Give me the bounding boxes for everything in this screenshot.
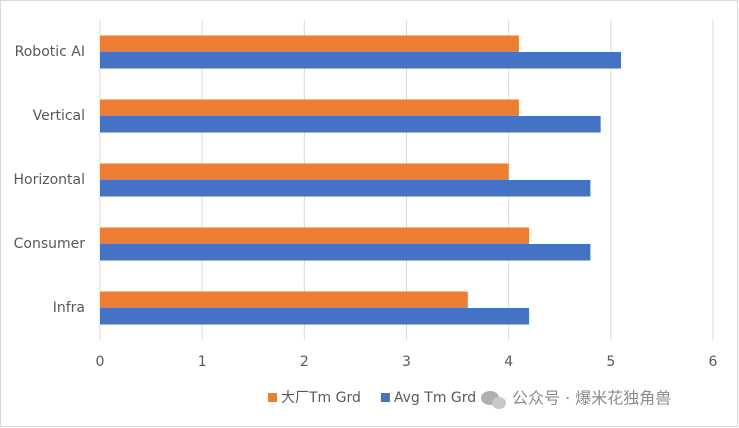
x-tick-label: 0 — [96, 354, 105, 370]
bar — [100, 227, 530, 244]
bar — [100, 163, 509, 180]
x-tick-label: 6 — [709, 354, 718, 370]
y-tick-label: Robotic AI — [15, 44, 85, 60]
x-tick-label: 4 — [504, 354, 513, 370]
watermark-text: 公众号 · 爆米花独角兽 — [512, 389, 671, 408]
x-tick-label: 3 — [402, 354, 411, 370]
y-tick-label: Infra — [53, 300, 85, 316]
bar — [100, 308, 530, 325]
bar — [100, 116, 601, 133]
y-tick-label: Consumer — [14, 236, 86, 252]
bar — [100, 291, 468, 308]
legend-label: 大厂Tm Grd — [281, 390, 361, 406]
bar — [100, 35, 519, 52]
bar — [100, 244, 591, 261]
y-tick-label: Vertical — [33, 108, 85, 124]
watermark: 公众号 · 爆米花独角兽 — [481, 389, 671, 409]
bar — [100, 180, 591, 197]
bar — [100, 52, 622, 69]
watermark-icon — [492, 397, 506, 409]
y-tick-label: Horizontal — [14, 172, 85, 188]
bar — [100, 99, 519, 116]
x-tick-label: 5 — [606, 354, 615, 370]
x-tick-label: 2 — [300, 354, 309, 370]
legend-swatch — [380, 393, 390, 402]
x-tick-label: 1 — [198, 354, 207, 370]
legend-label: Avg Tm Grd — [394, 390, 476, 406]
legend-swatch — [268, 393, 277, 402]
